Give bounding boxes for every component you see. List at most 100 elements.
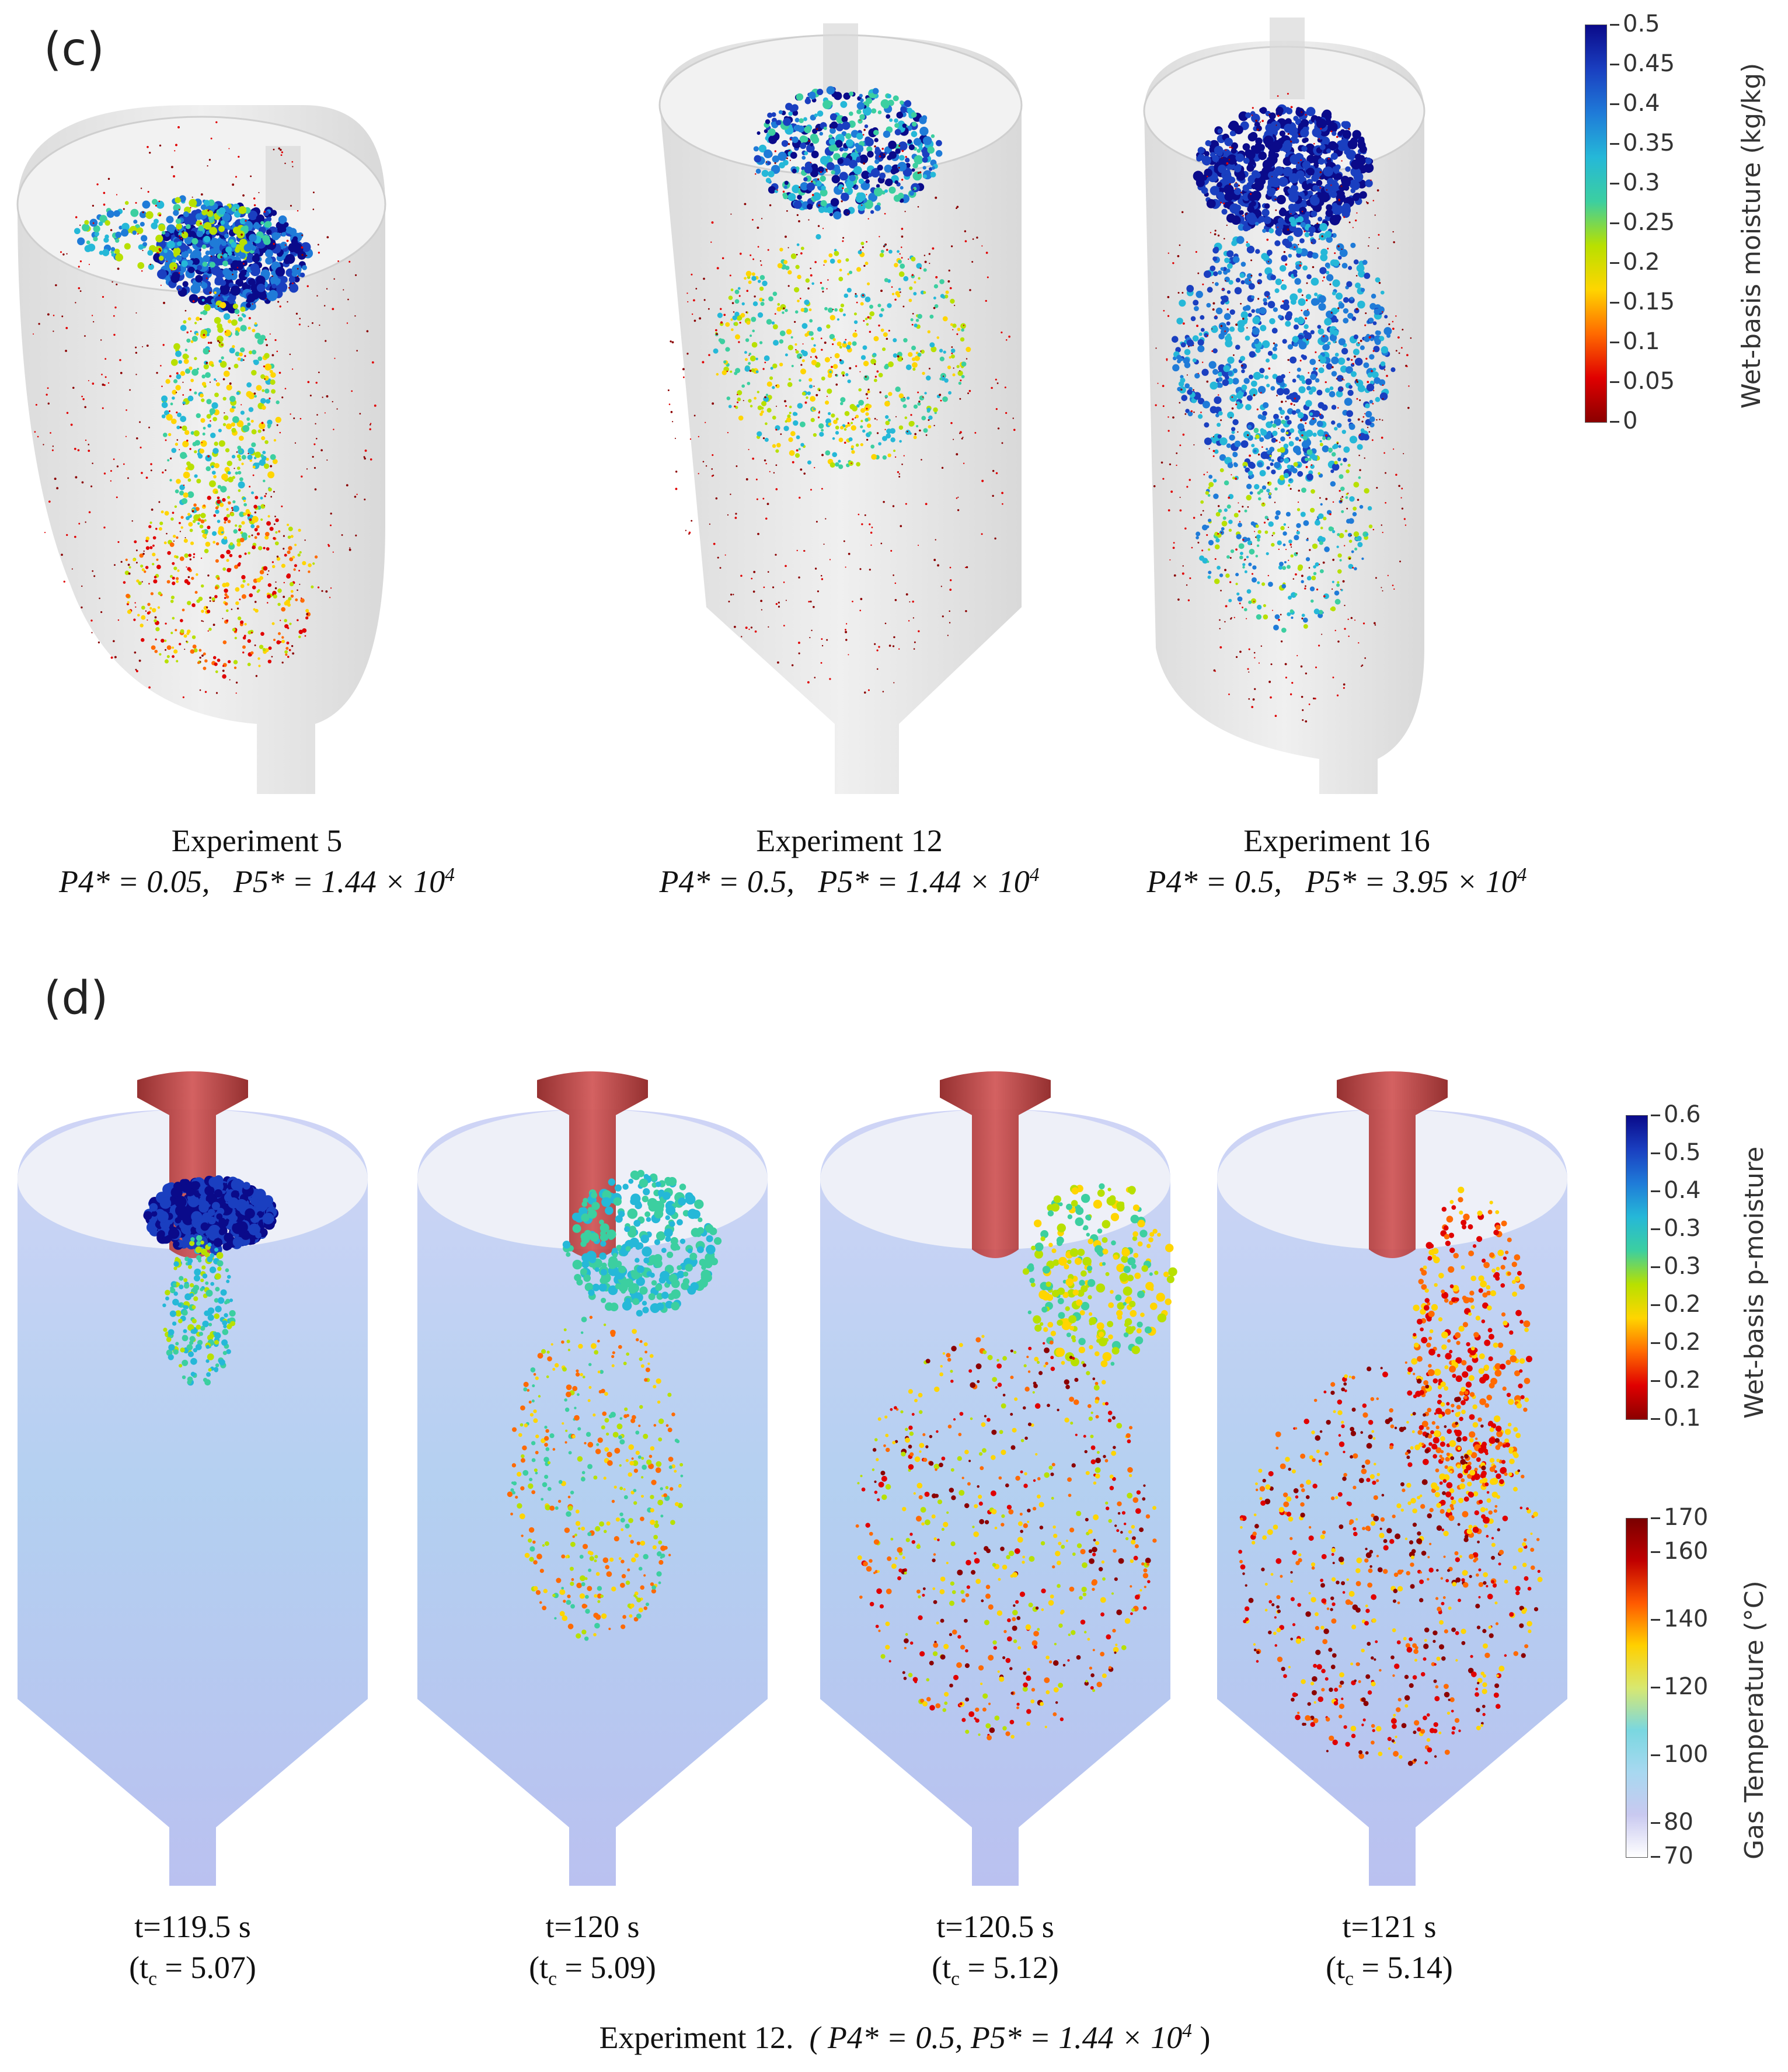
particle [177, 412, 182, 417]
particle [1353, 349, 1360, 356]
particle [1261, 502, 1266, 507]
particle [1224, 375, 1229, 380]
particle [269, 527, 274, 531]
particle [43, 444, 44, 445]
particle [757, 532, 759, 535]
particle [839, 147, 844, 152]
particle [1338, 302, 1345, 309]
particle [1331, 405, 1337, 410]
particle [227, 296, 235, 304]
particle [741, 636, 743, 638]
particle [115, 253, 124, 262]
particle [245, 509, 250, 514]
particle [299, 417, 302, 420]
particle [191, 196, 193, 198]
particle [232, 476, 235, 479]
particle [783, 117, 792, 126]
particle [224, 517, 228, 521]
particle [761, 169, 769, 177]
particle [209, 250, 215, 256]
particle [56, 487, 59, 490]
particle [203, 347, 210, 355]
particle [238, 458, 242, 461]
particle [1272, 140, 1283, 151]
particle [909, 601, 911, 603]
particle [996, 382, 999, 384]
particle [1210, 152, 1216, 158]
particle [236, 466, 241, 470]
particle [102, 383, 104, 386]
particle [747, 276, 751, 279]
particle [1348, 518, 1354, 524]
particle [825, 450, 831, 456]
particle [1354, 567, 1357, 570]
particle [956, 453, 959, 456]
particle [205, 466, 211, 472]
particle [1359, 145, 1367, 154]
particle [1235, 344, 1240, 350]
particle [218, 359, 222, 363]
particle [93, 236, 98, 242]
particle [169, 542, 175, 547]
particle [952, 373, 956, 377]
particle [96, 183, 99, 186]
particle [1271, 328, 1278, 334]
particle [845, 623, 848, 625]
particle [1335, 164, 1341, 170]
particle [888, 186, 896, 194]
particle [113, 640, 115, 642]
particle [1274, 240, 1281, 246]
particle [217, 305, 219, 308]
particle [1306, 168, 1315, 176]
particle [1223, 326, 1229, 333]
particle [248, 210, 258, 221]
particle [1218, 377, 1223, 382]
particle [711, 221, 714, 224]
particle [175, 197, 181, 204]
particle [239, 537, 245, 542]
particle [262, 451, 266, 455]
particle [223, 253, 228, 258]
particle [1360, 288, 1365, 292]
particle [318, 252, 320, 254]
particle [1295, 107, 1305, 117]
particle [887, 155, 893, 161]
particle [325, 340, 327, 342]
particle [273, 438, 277, 442]
particle [1313, 608, 1320, 615]
particle [866, 408, 868, 410]
particle [797, 194, 802, 200]
particle [263, 546, 266, 549]
particle [166, 252, 173, 259]
particle [833, 419, 838, 424]
particle [364, 449, 367, 452]
particle [356, 350, 358, 352]
particle [798, 448, 801, 451]
particle [962, 436, 964, 438]
particle [1328, 141, 1337, 151]
particle [884, 429, 886, 430]
particle [97, 641, 100, 644]
particle [252, 303, 253, 305]
particle [262, 647, 266, 652]
particle [198, 454, 203, 459]
particle [767, 571, 769, 573]
particle [1373, 346, 1380, 353]
particle [737, 287, 741, 290]
particle [256, 462, 260, 466]
particle [835, 374, 837, 376]
particle [918, 630, 920, 632]
particle [1353, 168, 1361, 176]
particle [895, 386, 901, 392]
particle [233, 660, 238, 664]
particle [862, 134, 865, 136]
particle [1226, 250, 1234, 257]
particle [145, 211, 154, 220]
particle [920, 290, 925, 295]
particle [1280, 382, 1285, 388]
particle [1184, 383, 1190, 389]
particle [888, 645, 891, 647]
particle [238, 528, 241, 531]
particle [184, 649, 186, 650]
particle [316, 414, 318, 416]
